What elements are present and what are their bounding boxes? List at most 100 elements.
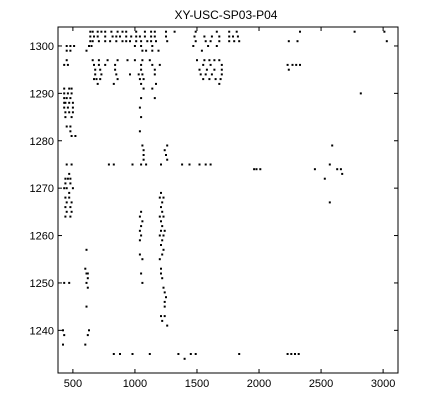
data-point xyxy=(194,40,197,43)
data-point xyxy=(193,35,196,38)
data-point xyxy=(85,248,88,251)
data-point xyxy=(62,343,64,346)
y-tick-label: 1240 xyxy=(30,325,54,337)
data-point xyxy=(202,63,205,66)
data-point xyxy=(150,35,153,38)
data-point xyxy=(99,78,102,81)
data-point xyxy=(65,163,68,166)
data-point xyxy=(88,45,90,47)
data-point xyxy=(71,106,74,109)
data-point xyxy=(104,30,107,33)
data-point xyxy=(158,63,161,66)
data-point xyxy=(208,59,211,62)
data-point xyxy=(115,35,118,38)
y-tick-label: 1260 xyxy=(30,231,54,243)
data-point xyxy=(96,82,99,85)
data-point xyxy=(131,163,134,166)
data-point xyxy=(291,63,294,66)
data-point xyxy=(71,187,74,190)
data-point xyxy=(131,353,134,355)
data-point xyxy=(141,258,144,261)
data-point xyxy=(62,329,64,332)
data-point xyxy=(162,248,165,251)
data-point xyxy=(70,87,73,90)
data-point xyxy=(341,172,344,175)
data-point xyxy=(145,49,148,52)
data-point xyxy=(160,229,162,232)
data-point xyxy=(155,82,157,85)
data-point xyxy=(65,125,68,128)
data-point xyxy=(116,30,119,33)
data-point xyxy=(205,68,208,71)
data-point xyxy=(238,353,241,355)
data-point xyxy=(219,78,222,81)
data-point xyxy=(95,78,98,81)
data-point xyxy=(84,267,87,270)
data-point xyxy=(145,163,148,166)
data-point xyxy=(138,78,141,81)
data-point xyxy=(138,239,141,242)
data-point xyxy=(73,45,76,47)
data-point xyxy=(63,334,66,337)
data-point xyxy=(220,73,223,76)
x-tick-label: 2500 xyxy=(309,378,333,390)
data-point xyxy=(89,30,92,33)
x-tick-label: 500 xyxy=(64,378,82,390)
data-point xyxy=(90,45,93,47)
data-point xyxy=(97,63,100,66)
data-point xyxy=(130,35,133,38)
data-point xyxy=(161,239,164,242)
data-point xyxy=(68,281,71,284)
data-point xyxy=(235,30,238,33)
data-point xyxy=(68,172,71,175)
data-point xyxy=(166,158,169,161)
data-point xyxy=(160,315,162,318)
data-point xyxy=(94,73,97,76)
data-point xyxy=(228,35,231,38)
data-point xyxy=(65,210,68,213)
data-point xyxy=(71,101,74,104)
data-point xyxy=(135,40,138,43)
data-point xyxy=(115,73,118,76)
data-point xyxy=(188,163,191,166)
data-point xyxy=(141,220,144,223)
data-point xyxy=(96,35,99,38)
plot-area xyxy=(57,26,399,374)
data-point xyxy=(232,35,234,38)
data-point xyxy=(63,187,66,190)
data-point xyxy=(236,35,239,38)
data-point xyxy=(70,163,73,166)
data-point xyxy=(228,30,231,33)
data-point xyxy=(140,234,143,237)
data-point xyxy=(165,296,167,299)
data-point xyxy=(204,73,207,76)
data-point xyxy=(129,73,131,76)
data-point xyxy=(140,210,143,213)
data-point xyxy=(163,149,166,152)
data-point xyxy=(126,59,129,62)
data-point xyxy=(65,187,68,190)
data-point xyxy=(69,182,72,185)
data-point xyxy=(323,177,326,180)
data-point xyxy=(213,59,216,62)
data-point xyxy=(64,116,67,119)
data-point xyxy=(64,111,67,114)
data-point xyxy=(106,59,109,62)
data-point xyxy=(158,258,161,261)
data-point xyxy=(112,163,115,166)
data-point xyxy=(157,49,160,52)
data-point xyxy=(160,163,162,166)
data-point xyxy=(140,40,143,43)
data-point xyxy=(233,40,236,43)
data-point xyxy=(287,40,290,43)
data-point xyxy=(114,63,117,66)
data-point xyxy=(162,196,165,199)
data-point xyxy=(143,30,146,33)
data-point xyxy=(86,286,89,289)
data-point xyxy=(196,59,198,62)
y-tick-label: 1270 xyxy=(30,183,54,195)
data-point xyxy=(109,40,112,43)
data-point xyxy=(162,215,165,218)
data-point xyxy=(65,59,68,62)
data-point xyxy=(183,357,186,360)
